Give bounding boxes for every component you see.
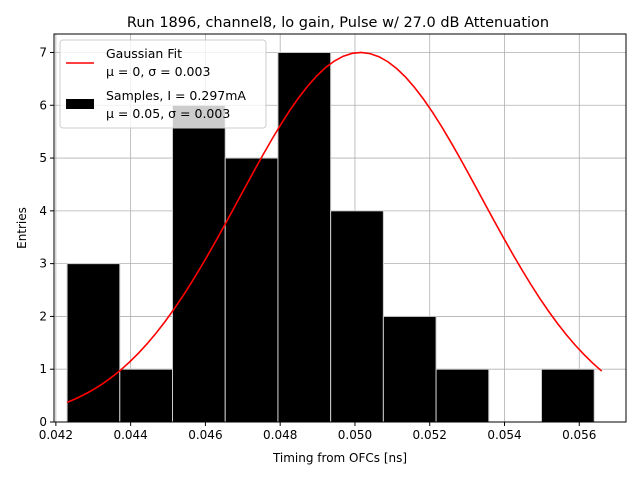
x-tick-label: 0.050: [338, 428, 372, 442]
chart-title: Run 1896, channel8, lo gain, Pulse w/ 27…: [127, 15, 549, 31]
x-tick-label: 0.048: [263, 428, 297, 442]
x-tick-label: 0.052: [413, 428, 447, 442]
histogram-bar: [541, 368, 595, 423]
x-tick-label: 0.044: [113, 428, 147, 442]
histogram-bar: [224, 157, 279, 423]
y-tick-label: 6: [39, 98, 47, 112]
histogram-bar: [435, 368, 490, 423]
plot-frame: [53, 33, 627, 423]
histogram-bar: [277, 51, 332, 423]
legend-fit-label: Gaussian Fit: [106, 46, 182, 61]
y-tick-label: 5: [39, 151, 47, 165]
legend-hist-label: Samples, I = 0.297mA: [106, 88, 246, 103]
legend-fit-stats: μ = 0, σ = 0.003: [106, 64, 210, 79]
legend-hist-swatch: [66, 99, 94, 109]
legend: Gaussian Fit μ = 0, σ = 0.003 Samples, I…: [59, 39, 267, 129]
x-tick-label: 0.054: [487, 428, 521, 442]
x-tick-label: 0.046: [188, 428, 222, 442]
y-tick-label: 7: [39, 45, 47, 59]
y-tick-label: 0: [39, 415, 47, 429]
x-tick-label: 0.056: [562, 428, 596, 442]
y-axis-ticks: 0 1 2 3 4 5 6 7: [39, 45, 54, 429]
y-tick-label: 2: [39, 309, 47, 323]
y-tick-label: 4: [39, 204, 47, 218]
y-tick-label: 1: [39, 362, 47, 376]
legend-box: [59, 39, 267, 129]
histogram-bar: [330, 210, 384, 423]
histogram-bar: [382, 315, 437, 423]
x-tick-label: 0.042: [39, 428, 73, 442]
histogram-bar: [119, 368, 174, 423]
y-axis-label: Entries: [15, 207, 29, 249]
legend-hist-stats: μ = 0.05, σ = 0.003: [106, 106, 230, 121]
gaussian-fit-line: [66, 51, 603, 404]
y-tick-label: 3: [39, 257, 47, 271]
fit-curve: [66, 51, 603, 404]
x-axis-label: Timing from OFCs [ns]: [272, 451, 407, 465]
histogram-bar: [172, 104, 226, 423]
x-axis-ticks: 0.042 0.044 0.046 0.048 0.050 0.052 0.054 0.056: [39, 422, 596, 442]
